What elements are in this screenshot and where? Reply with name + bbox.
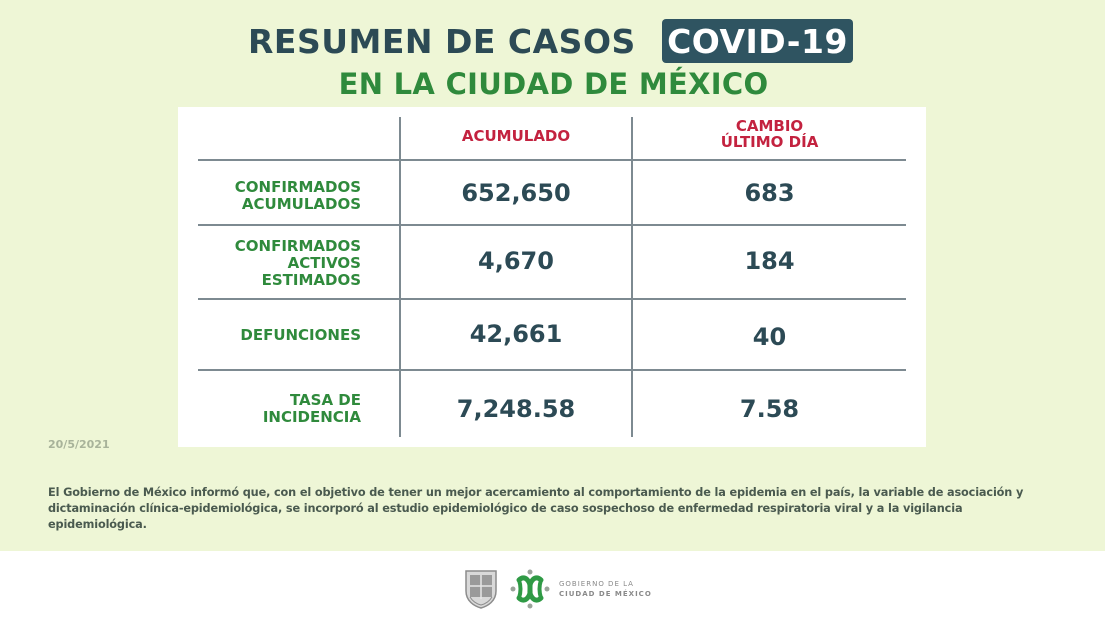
row-divider <box>198 369 906 371</box>
row-label-confirmados-activos: CONFIRMADOS ACTIVOS ESTIMADOS <box>234 237 361 289</box>
value-acumulado: 42,661 <box>469 320 563 348</box>
covid-summary-infographic: RESUMEN DE CASOS COVID-19 EN LA CIUDAD D… <box>0 0 1105 551</box>
column-divider <box>631 117 633 437</box>
row-divider <box>198 224 906 226</box>
value-cambio: 184 <box>744 247 795 275</box>
date-stamp: 20/5/2021 <box>48 438 110 451</box>
row-label-tasa-incidencia: TASA DE INCIDENCIA <box>262 391 361 426</box>
value-acumulado: 7,248.58 <box>456 395 576 423</box>
value-cambio: 683 <box>744 179 795 207</box>
disclaimer-note: El Gobierno de México informó que, con e… <box>48 486 1024 531</box>
value-acumulado: 652,650 <box>461 179 571 207</box>
row-divider <box>198 159 906 161</box>
value-acumulado: 4,670 <box>478 247 554 275</box>
value-cambio: 40 <box>752 323 787 351</box>
government-logo-text: GOBIERNO DE LA CIUDAD DE MÉXICO <box>559 580 652 598</box>
title-row: RESUMEN DE CASOS COVID-19 <box>0 18 1105 66</box>
cdmx-knot-logo-icon <box>510 569 550 609</box>
footer: GOBIERNO DE LA CIUDAD DE MÉXICO <box>0 551 1105 620</box>
cdmx-shield-icon <box>465 570 497 609</box>
column-header-acumulado: ACUMULADO <box>461 127 571 145</box>
summary-table: ACUMULADO CAMBIO ÚLTIMO DÍA CONFIRMADOS … <box>178 107 926 447</box>
page-subtitle: EN LA CIUDAD DE MÉXICO <box>338 67 769 101</box>
row-label-defunciones: DEFUNCIONES <box>240 326 361 344</box>
column-divider <box>399 117 401 437</box>
row-label-confirmados-acumulados: CONFIRMADOS ACUMULADOS <box>234 178 361 213</box>
row-divider <box>198 298 906 300</box>
value-cambio: 7.58 <box>739 395 800 423</box>
page-title: RESUMEN DE CASOS <box>248 22 636 61</box>
column-header-cambio: CAMBIO ÚLTIMO DÍA <box>720 117 819 151</box>
government-logo: GOBIERNO DE LA CIUDAD DE MÉXICO <box>463 569 652 609</box>
covid-badge: COVID-19 <box>662 19 853 63</box>
